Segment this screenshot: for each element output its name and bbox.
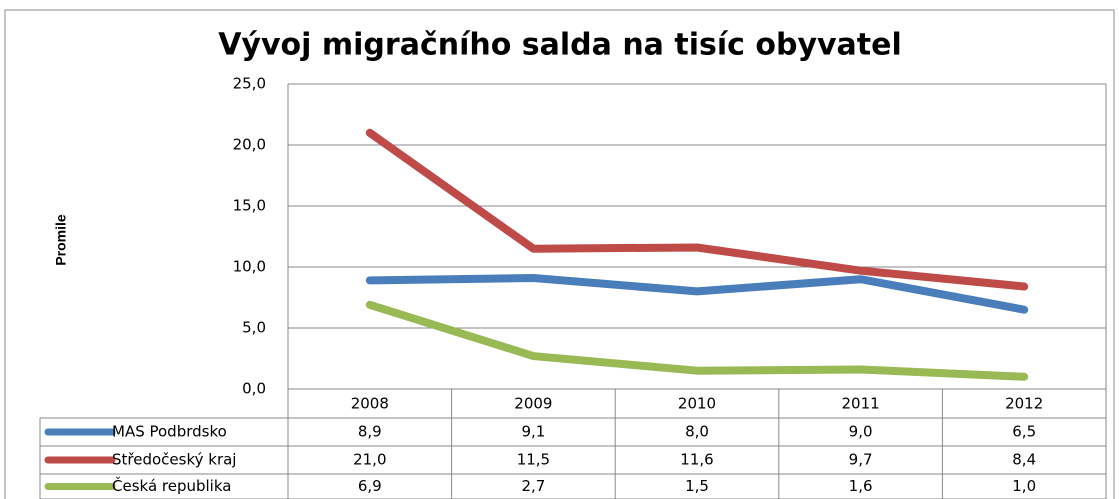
series-line <box>365 300 1029 381</box>
x-tick-label: 2012 <box>1005 395 1043 413</box>
x-tick-label: 2008 <box>351 395 389 413</box>
table-value: 6,9 <box>358 477 382 495</box>
table-value: 1,6 <box>849 477 873 495</box>
y-axis-label: Promile <box>53 214 69 266</box>
x-tick-label: 2010 <box>678 395 716 413</box>
y-tick-label: 0,0 <box>242 380 266 398</box>
table-value: 1,0 <box>1012 477 1036 495</box>
table-value: 9,0 <box>849 423 873 441</box>
table-value: 9,1 <box>521 423 545 441</box>
table-value: 8,0 <box>685 423 709 441</box>
y-tick-label: 10,0 <box>233 258 266 276</box>
table-value: 2,7 <box>521 477 545 495</box>
table-value: 1,5 <box>685 477 709 495</box>
chart-title: Vývoj migračního salda na tisíc obyvatel <box>218 28 902 63</box>
x-tick-label: 2009 <box>514 395 552 413</box>
y-tick-label: 20,0 <box>233 136 266 154</box>
y-tick-label: 15,0 <box>233 197 266 215</box>
y-tick-label: 5,0 <box>242 319 266 337</box>
table-value: 8,9 <box>358 423 382 441</box>
table-value: 9,7 <box>849 451 873 469</box>
y-tick-label: 25,0 <box>233 75 266 93</box>
series-line <box>365 273 1029 314</box>
legend-label: Středočeský kraj <box>112 451 236 469</box>
legend-label: MAS Podbrdsko <box>112 423 227 441</box>
table-value: 21,0 <box>353 451 386 469</box>
table-value: 6,5 <box>1012 423 1036 441</box>
table-value: 11,6 <box>680 451 713 469</box>
table-value: 11,5 <box>517 451 550 469</box>
legend-label: Česká republika <box>112 476 231 495</box>
series-line <box>365 128 1029 291</box>
table-value: 8,4 <box>1012 451 1036 469</box>
x-tick-label: 2011 <box>842 395 880 413</box>
